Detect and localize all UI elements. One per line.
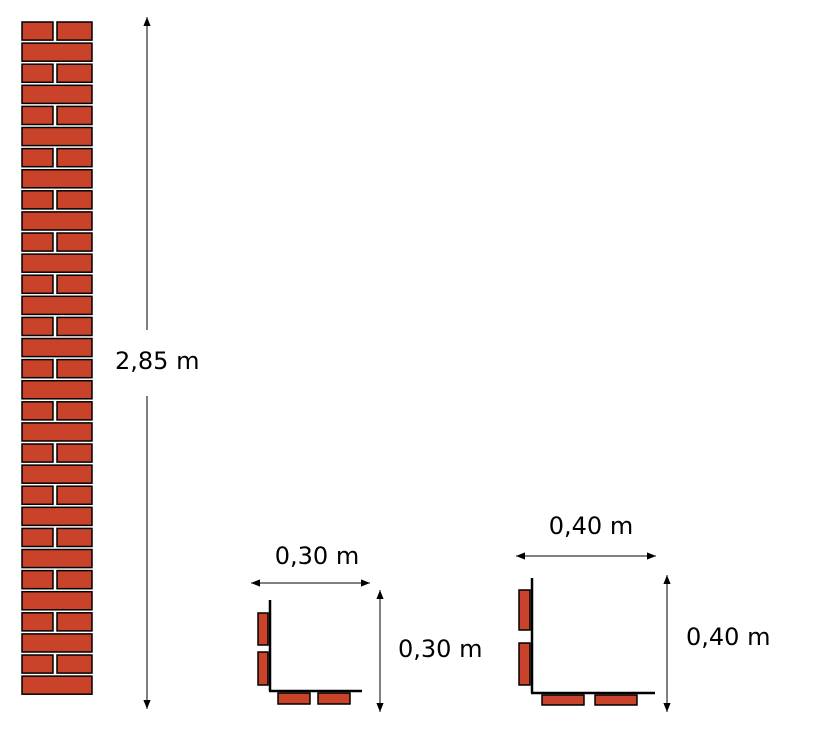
- brick: [21, 633, 93, 653]
- brick: [21, 253, 93, 273]
- brick: [21, 569, 54, 590]
- brick: [56, 147, 93, 168]
- brick: [21, 316, 54, 337]
- brick: [257, 651, 269, 686]
- brick: [56, 401, 93, 421]
- brick: [56, 63, 93, 84]
- brick: [21, 190, 54, 210]
- brick: [56, 105, 93, 126]
- brick: [21, 126, 93, 147]
- brick: [541, 694, 585, 706]
- brick: [21, 654, 54, 674]
- brick: [21, 422, 93, 442]
- brick: [594, 694, 638, 706]
- large-width-label: 0,40 m: [549, 512, 633, 540]
- brick: [21, 21, 54, 41]
- brick: [21, 485, 54, 506]
- brick: [317, 692, 351, 705]
- brick: [21, 401, 54, 421]
- brick: [56, 190, 93, 210]
- brick: [56, 654, 93, 674]
- brick: [21, 612, 54, 632]
- brick: [56, 232, 93, 252]
- brick: [21, 464, 93, 484]
- brick-wall: [21, 21, 93, 695]
- brick: [518, 589, 531, 631]
- brick: [21, 379, 93, 400]
- brick: [21, 147, 54, 168]
- brick: [56, 316, 93, 337]
- small-width-label: 0,30 m: [275, 542, 359, 570]
- brick: [56, 485, 93, 506]
- brick: [21, 358, 54, 379]
- brick: [56, 358, 93, 379]
- brick: [277, 692, 311, 705]
- brick: [257, 612, 269, 646]
- brick: [56, 569, 93, 590]
- small-height-label: 0,30 m: [398, 635, 482, 663]
- brick: [21, 527, 54, 548]
- brick: [56, 274, 93, 295]
- brick: [21, 590, 93, 611]
- large-height-label: 0,40 m: [686, 623, 770, 651]
- brick: [21, 675, 93, 695]
- brick: [21, 168, 93, 189]
- brick: [21, 506, 93, 527]
- brick: [56, 21, 93, 41]
- brick: [21, 211, 93, 231]
- brick: [21, 548, 93, 569]
- brick: [21, 274, 54, 295]
- brick: [56, 527, 93, 548]
- brick: [21, 42, 93, 62]
- brick: [21, 443, 54, 463]
- brick: [21, 232, 54, 252]
- brick: [56, 612, 93, 632]
- brick: [21, 105, 54, 126]
- wall-height-label: 2,85 m: [115, 347, 199, 375]
- brick: [21, 63, 54, 84]
- brick: [21, 295, 93, 316]
- brick: [21, 84, 93, 105]
- brick: [21, 337, 93, 358]
- brick: [518, 642, 531, 686]
- brick: [56, 443, 93, 463]
